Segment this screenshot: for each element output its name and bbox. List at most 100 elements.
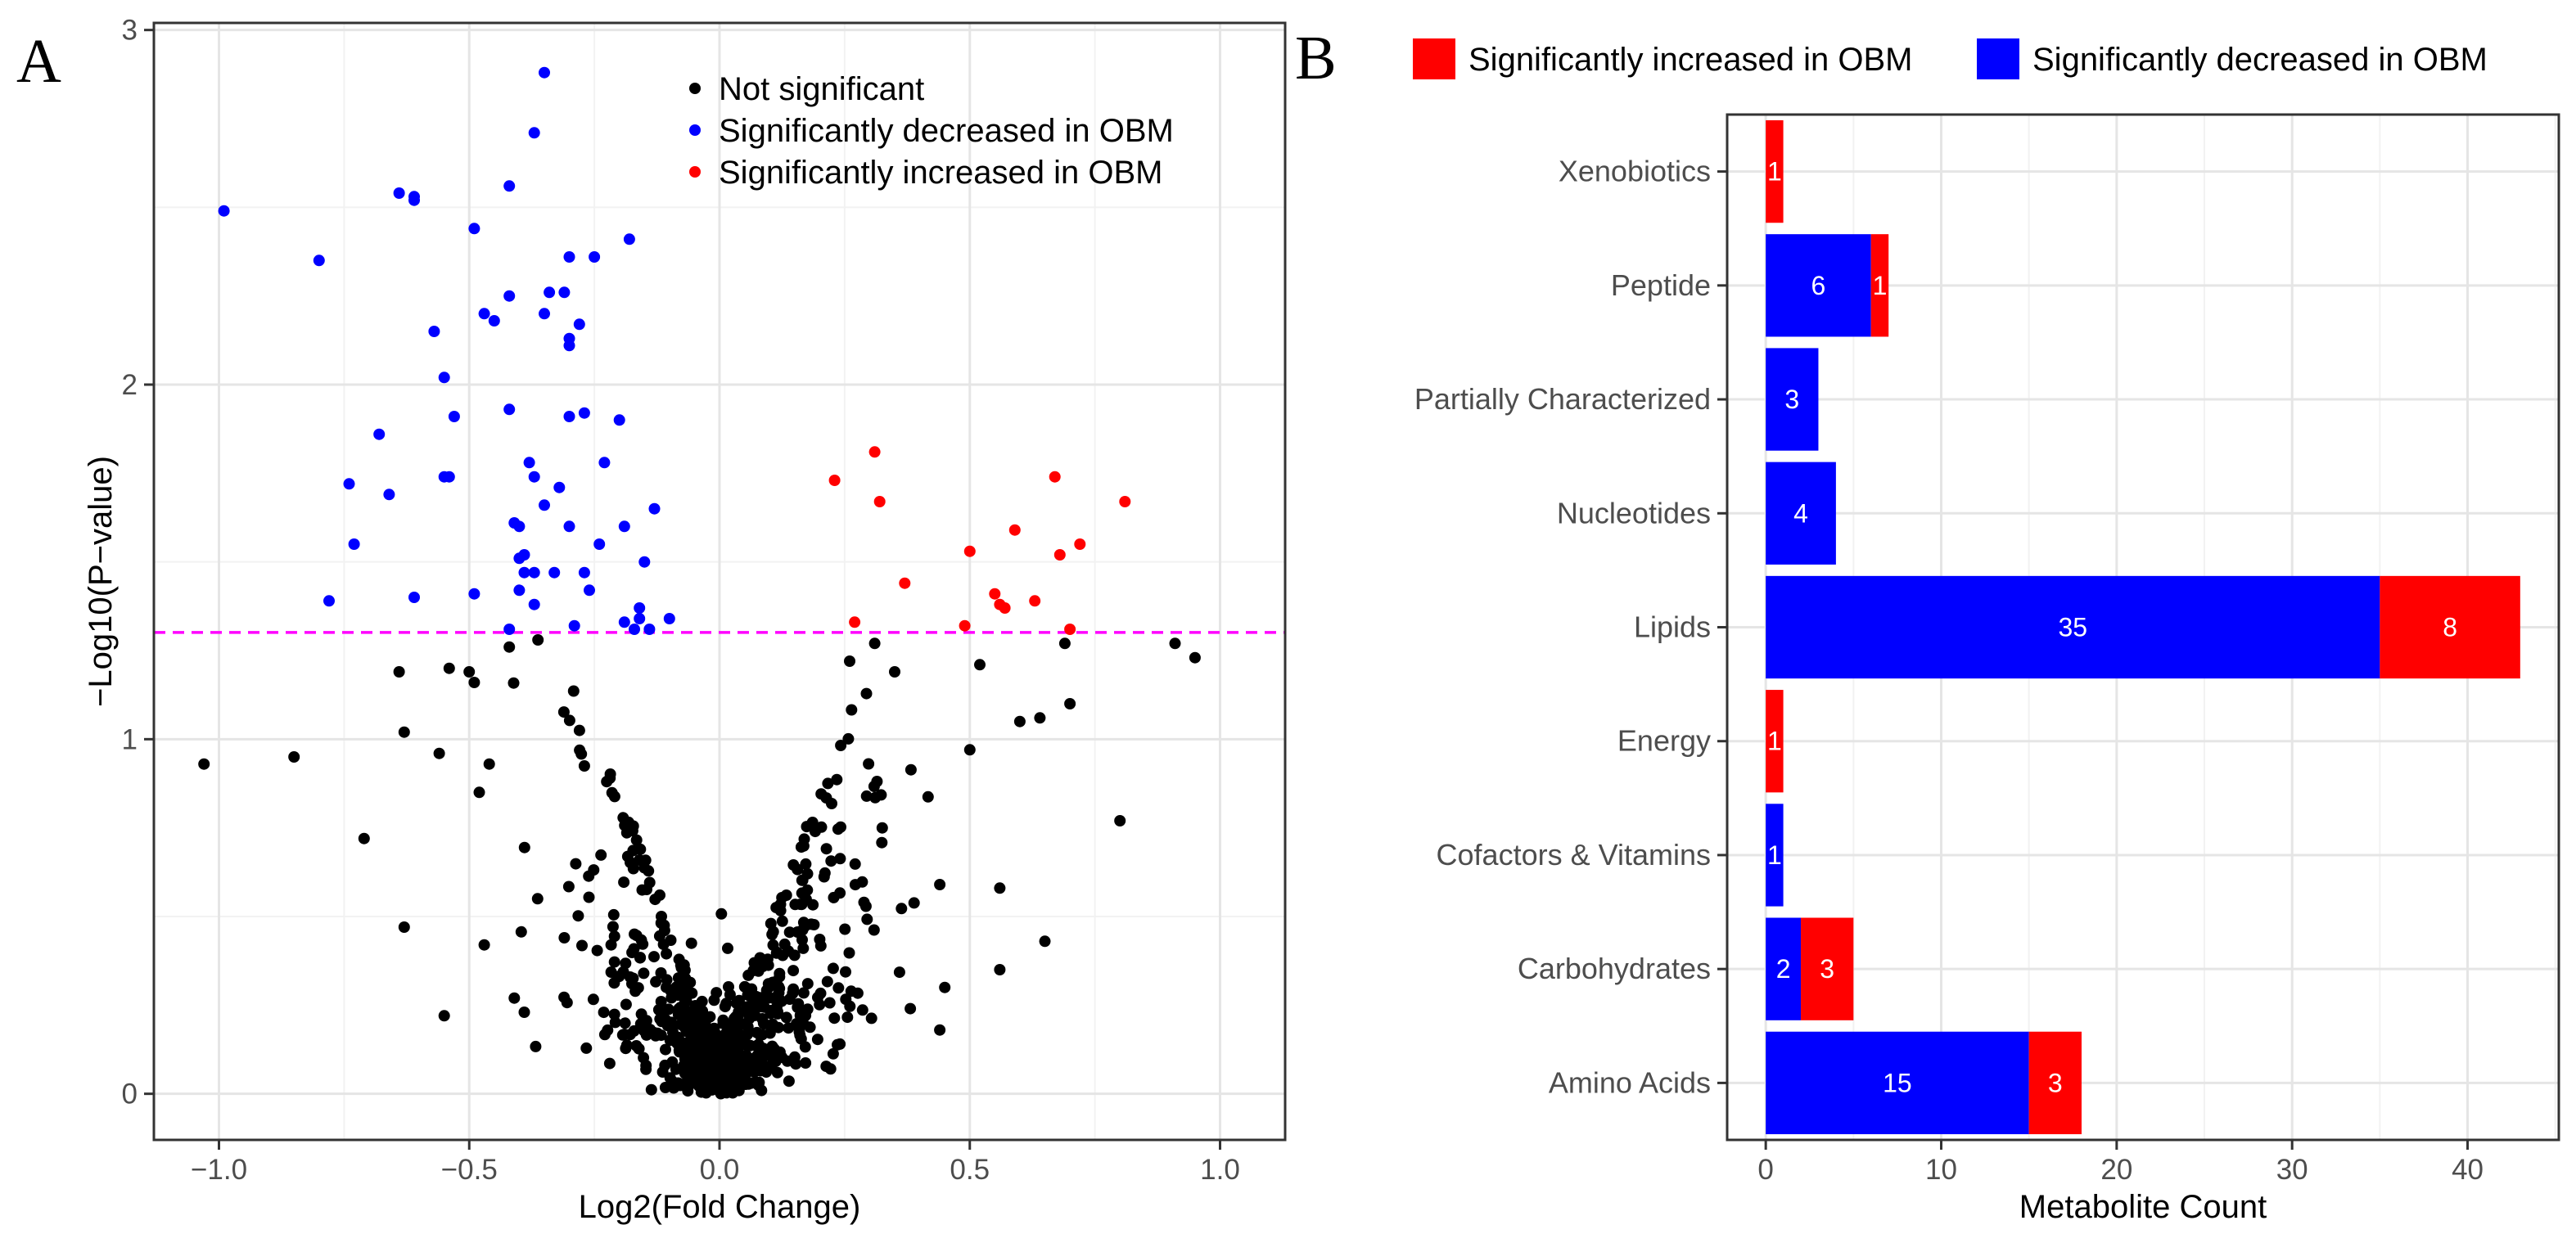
volcano-point-decreased [539,66,550,79]
volcano-point-decreased [503,403,516,416]
volcano-point-decreased [629,624,640,635]
bar-category-label: Energy [1617,724,1711,758]
volcano-point-not-significant [770,902,783,914]
volcano-point-not-significant [963,744,976,756]
volcano-point-not-significant [605,939,617,951]
bar-label-increased: 8 [2443,613,2457,642]
volcano-point-not-significant [905,763,917,776]
volcano-point-not-significant [922,790,934,803]
volcano-point-not-significant [868,924,880,936]
bar-x-tick-label: 10 [1925,1154,1957,1186]
volcano-legend-marker [689,124,701,136]
volcano-point-not-significant [685,937,697,949]
volcano-point-not-significant [792,998,805,1010]
volcano-point-not-significant [1034,712,1046,724]
volcano-point-increased [1049,471,1061,483]
volcano-point-not-significant [573,724,585,736]
volcano-point-not-significant [717,1017,729,1029]
volcano-point-not-significant [809,826,821,838]
volcano-point-not-significant [692,1080,705,1092]
volcano-point-not-significant [706,1052,717,1064]
volcano-point-decreased [488,315,500,327]
volcano-point-not-significant [661,948,673,960]
volcano-point-not-significant [845,985,857,998]
bar-label-decreased: 35 [2058,613,2087,642]
volcano-point-not-significant [670,1063,682,1075]
volcano-point-not-significant [754,952,766,964]
volcano-point-increased [1008,524,1021,536]
bar-increased [1766,119,1784,223]
volcano-point-not-significant [393,666,405,678]
volcano-point-decreased [623,233,635,245]
volcano-point-decreased [448,411,460,422]
volcano-point-not-significant [674,959,687,971]
volcano-point-not-significant [756,961,769,973]
volcano-point-decreased [518,549,530,561]
volcano-point-not-significant [1169,637,1181,650]
volcano-point-not-significant [652,1004,665,1016]
volcano-point-not-significant [797,987,810,999]
volcano-point-not-significant [859,900,872,912]
volcano-point-not-significant [463,666,476,678]
bar-y-axis: Xenobiotics Peptide Partially Characterize… [1414,155,1727,1099]
volcano-point-not-significant [640,1015,652,1027]
volcano-point-not-significant [787,859,800,871]
volcano-point-not-significant [843,947,855,959]
bar-category-label: Peptide [1611,268,1711,302]
bar-legend-swatch [1977,38,2019,79]
volcano-y-tick-label: 2 [122,369,138,401]
bar-label-decreased: 1 [1767,840,1782,870]
volcano-point-not-significant [756,1029,769,1041]
volcano-point-decreased [513,584,526,597]
volcano-point-not-significant [603,1057,616,1070]
volcano-legend-label: Not significant [719,71,924,107]
volcano-point-not-significant [974,659,986,671]
bar-category-label: Cofactors & Vitamins [1437,838,1711,871]
volcano-point-not-significant [608,790,620,803]
bar-x-axis: 0 10 20 30 40 [1757,1140,2484,1186]
volcano-point-not-significant [839,923,851,935]
volcano-point-not-significant [871,776,883,787]
volcano-point-not-significant [625,857,636,868]
volcano-point-not-significant [438,1010,450,1022]
volcano-point-not-significant [620,1043,632,1055]
volcano-point-not-significant [567,685,580,697]
volcano-point-not-significant [674,1043,687,1055]
volcano-point-not-significant [595,849,607,861]
volcano-point-decreased [544,286,556,299]
bar-label-decreased: 15 [1883,1068,1912,1097]
volcano-point-not-significant [724,989,736,1001]
volcano-point-decreased [598,457,611,469]
volcano-point-not-significant [801,821,813,833]
volcano-point-not-significant [730,1020,742,1033]
bar-decreased [1766,462,1836,565]
volcano-point-not-significant [863,758,875,770]
volcano-point-not-significant [638,967,650,980]
volcano-point-not-significant [398,726,410,738]
volcano-point-not-significant [563,714,575,727]
volcano-point-increased [828,475,841,486]
volcano-point-not-significant [608,956,620,968]
volcano-point-not-significant [666,1076,679,1088]
volcano-point-not-significant [1058,637,1071,650]
bar-label-increased: 1 [1767,157,1782,187]
volcano-point-not-significant [765,917,777,930]
volcano-point-not-significant [934,1024,946,1036]
volcano-y-tick-label: 3 [122,15,138,47]
volcano-point-not-significant [583,891,595,903]
volcano-point-decreased [478,308,490,320]
volcano-point-not-significant [483,758,495,770]
panel-a-letter: A [16,27,61,96]
volcano-point-not-significant [720,1059,733,1071]
volcano-point-not-significant [633,1043,645,1055]
volcano-point-not-significant [722,942,733,954]
volcano-point-not-significant [758,1001,770,1013]
volcano-point-decreased [618,616,630,628]
volcano-point-not-significant [788,1051,801,1063]
volcano-point-not-significant [770,1001,783,1013]
volcano-point-not-significant [860,687,873,700]
bar-category-label: Nucleotides [1557,496,1711,529]
volcano-point-not-significant [508,677,520,689]
volcano-point-not-significant [840,993,852,1006]
